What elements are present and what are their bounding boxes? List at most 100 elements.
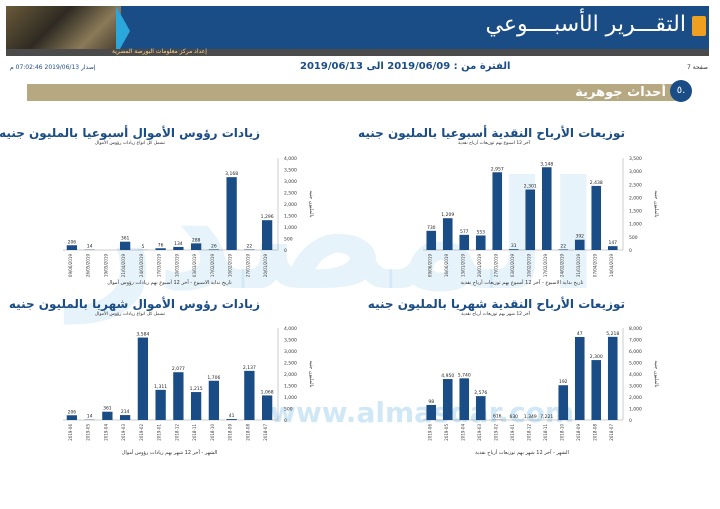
watermark-url: www.almasdar.com (270, 396, 575, 429)
y-tick-label: 500 (629, 235, 638, 241)
period-range: الفترة من : 2019/06/09 الى 2019/06/13 (300, 61, 511, 72)
x-tick-label: 19/05/2019 (103, 254, 108, 278)
page-number: صفحة 7 (687, 64, 708, 71)
y-tick-label: 1,500 (284, 384, 297, 390)
chart1-title: توزيعات الأرباح النقدية أسبوعيا بالمليون… (358, 126, 625, 140)
bar (102, 411, 113, 420)
bar-value-label: 361 (103, 406, 112, 412)
x-tick-label: 09/06/2019 (427, 254, 432, 278)
bar-value-label: 630 (509, 414, 518, 420)
y-tick-label: 2,000 (284, 372, 297, 378)
x-tick-label: 20/01/2019 (477, 254, 482, 278)
y-tick-label: 0 (629, 418, 632, 424)
bar-value-label: 47 (577, 331, 583, 337)
header-subtitle: إعداد مركز معلومات البورصة المصرية (112, 48, 207, 55)
x-tick-label: 2018-08 (245, 424, 250, 441)
bar (459, 234, 470, 250)
bar-value-label: 2,300 (590, 354, 603, 360)
bar-value-label: 3,168 (225, 171, 238, 177)
y-tick-label: 4,000 (629, 372, 642, 378)
bar (226, 177, 237, 250)
bar-value-label: 206 (68, 239, 77, 245)
bar-value-label: 1,209 (441, 212, 454, 218)
bar (525, 189, 536, 250)
x-tick-label: 03/02/2019 (510, 254, 515, 278)
bar-value-label: 98 (428, 399, 434, 405)
bar-value-label: 206 (68, 409, 77, 415)
y-tick-label: 2,500 (629, 182, 642, 188)
x-tick-label: 2018-12 (526, 424, 531, 441)
bar-value-label: 2,438 (590, 180, 603, 186)
x-tick-label: 13/01/2019 (460, 254, 465, 278)
bar (173, 372, 184, 420)
x-tick-label: 2019-04 (103, 424, 108, 441)
bar-value-label: 147 (608, 240, 617, 246)
x-tick-label: 26/05/2019 (86, 254, 91, 278)
x-tick-label: 2019-05 (444, 424, 449, 441)
bar-value-label: 730 (427, 225, 436, 231)
report-title: التقـــرير الأسبــــوعي (485, 12, 686, 37)
bar (119, 241, 131, 250)
bar-value-label: 76 (158, 242, 164, 248)
x-tick-label: 14/04/2019 (609, 254, 614, 278)
x-tick-label: 2018-08 (592, 424, 597, 441)
x-tick-label: 17/03/2019 (157, 254, 162, 278)
x-tick-label: 2019-04 (460, 424, 465, 441)
y-tick-label: 7,000 (629, 338, 642, 344)
bar (442, 218, 453, 250)
bar (155, 389, 166, 420)
bar (155, 248, 166, 250)
bar-value-label: 14 (87, 414, 93, 420)
bar (190, 243, 202, 250)
x-tick-label: 2019-06 (427, 424, 432, 441)
bar (226, 419, 237, 420)
monthly-capital-increase-chart: 0 500 1,000 1,500 2,000 2,500 3,000 3,500 4,000 ب… (63, 326, 314, 456)
x-tick-label: 20/01/2019 (263, 254, 268, 278)
bar (244, 249, 255, 250)
bar-value-label: 1,068 (261, 389, 274, 395)
bar-value-label: 1,706 (207, 375, 220, 381)
bar (607, 336, 618, 420)
y-axis-label: بالمليون جنيه (308, 360, 314, 387)
x-tick-label: 2018-11 (192, 424, 197, 441)
x-tick-label: 2018-09 (228, 424, 233, 441)
y-tick-label: 500 (284, 237, 293, 243)
y-tick-label: 6,000 (629, 349, 642, 355)
y-tick-label: 2,500 (284, 361, 297, 367)
bar-value-label: 192 (559, 379, 568, 385)
bar-value-label: 1,311 (154, 384, 167, 390)
bar-value-label: 392 (575, 234, 584, 240)
x-tick-label: 31/03/2019 (576, 254, 581, 278)
header-chevron (116, 6, 130, 56)
x-axis-label: تاريخ بداية الاسبوع - آخر 12 أسبوع بهم ز… (107, 279, 232, 286)
bar (442, 379, 453, 420)
bar-value-label: 616 (493, 414, 502, 420)
bar (208, 380, 220, 420)
y-tick-label: 2,000 (629, 195, 642, 201)
bar-value-label: 288 (192, 237, 201, 243)
chart3-title: توزيعات الأرباح النقدية شهريا بالمليون ج… (367, 297, 625, 311)
x-axis-label: الشهر - آخر 12 شهر بهم زيادات رؤوس أموال (122, 449, 218, 456)
y-tick-label: 0 (284, 418, 287, 424)
x-axis-label: الشهر - آخر 12 شهر بهم توزيعات أرباح نقد… (475, 449, 569, 456)
bar (475, 235, 486, 250)
y-tick-label: 0 (629, 248, 632, 254)
bar-value-label: 2,301 (524, 184, 537, 190)
bar-value-label: 5 (141, 244, 144, 250)
chart4-title: زيادات رؤوس الأموال شهريا بالمليون جنيه (8, 297, 260, 311)
bar-value-label: 14 (87, 244, 93, 250)
bar-value-label: 1,349 (524, 414, 537, 420)
y-tick-label: 3,000 (629, 384, 642, 390)
x-tick-label: 2019-03 (477, 424, 482, 441)
y-tick-label: 5,000 (629, 361, 642, 367)
weekly-dividends-chart: 0 500 1,000 1,500 2,000 2,500 3,000 3,500 بالملي… (423, 156, 659, 286)
bar (426, 230, 437, 250)
x-tick-label: 2019-06 (68, 424, 73, 441)
bar-value-label: 5,218 (606, 331, 619, 337)
x-tick-label: 2018-10 (559, 424, 564, 441)
y-tick-label: 3,000 (629, 169, 642, 175)
bar-value-label: 134 (174, 241, 183, 247)
y-tick-label: 2,500 (284, 191, 297, 197)
bar-value-label: 361 (121, 236, 130, 242)
bar (244, 370, 255, 420)
